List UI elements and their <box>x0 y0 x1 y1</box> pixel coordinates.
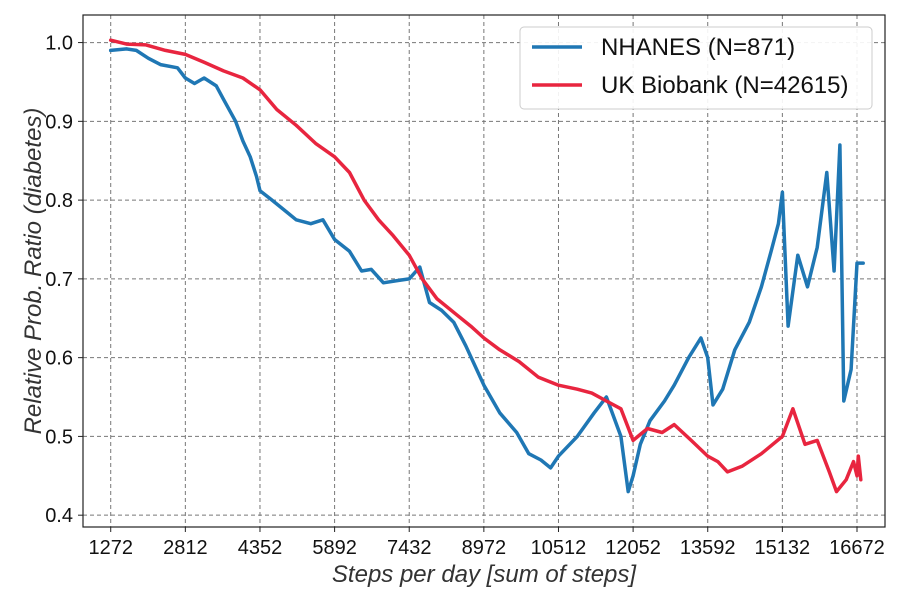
x-tick-label: 7432 <box>387 537 432 559</box>
y-tick-label: 1.0 <box>45 33 73 55</box>
y-tick-label: 0.7 <box>45 269 73 291</box>
legend-label-uk-biobank: UK Biobank (N=42615) <box>601 72 848 99</box>
legend-label-nhanes: NHANES (N=871) <box>601 34 795 61</box>
y-tick-label: 0.8 <box>45 190 73 212</box>
x-tick-label: 12052 <box>605 537 661 559</box>
y-tick-label: 0.9 <box>45 111 73 133</box>
x-tick-label: 1272 <box>88 537 133 559</box>
series-layer <box>108 38 865 494</box>
x-tick-label: 4352 <box>238 537 283 559</box>
series-line-nhanes <box>108 47 865 494</box>
x-tick-label: 13592 <box>680 537 736 559</box>
x-tick-label: 2812 <box>163 537 208 559</box>
legend-box <box>519 26 873 110</box>
x-tick-label: 15132 <box>755 537 811 559</box>
series-line-uk-biobank <box>108 38 863 494</box>
y-tick-label: 0.6 <box>45 348 73 370</box>
y-tick-label: 0.4 <box>45 505 73 527</box>
y-axis-title: Relative Prob. Ratio (diabetes) <box>20 108 47 435</box>
x-tick-label: 16672 <box>829 537 885 559</box>
x-tick-label: 5892 <box>312 537 357 559</box>
x-axis-title: Steps per day [sum of steps] <box>332 561 637 588</box>
legend: NHANES (N=871) UK Biobank (N=42615) <box>519 26 873 110</box>
x-axis: 1272 2812 4352 5892 7432 8972 10512 12052 13592 1… <box>88 527 885 559</box>
y-axis: 0.4 0.5 0.6 0.7 0.8 0.9 1.0 <box>45 33 83 527</box>
x-tick-label: 10512 <box>531 537 587 559</box>
x-tick-label: 8972 <box>462 537 507 559</box>
y-tick-label: 0.5 <box>45 426 73 448</box>
